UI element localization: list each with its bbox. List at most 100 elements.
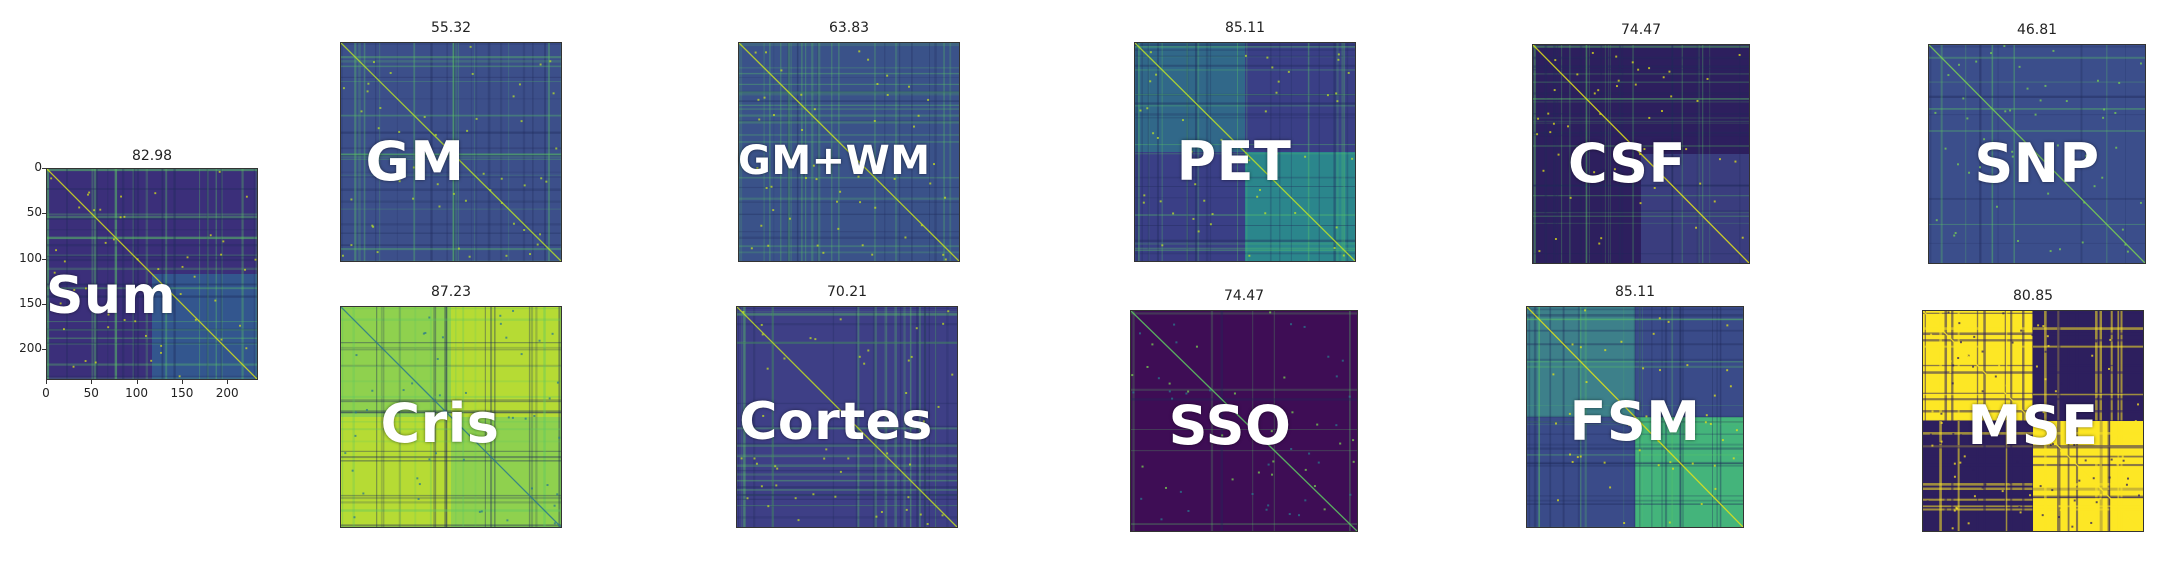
speckle	[552, 92, 555, 95]
streak-row	[739, 176, 959, 179]
speckle	[1659, 369, 1661, 372]
streak-row	[1533, 134, 1749, 137]
streak-row	[1135, 239, 1355, 242]
streak-col	[1533, 307, 1537, 527]
speckle	[1553, 89, 1556, 92]
streak-col	[923, 307, 927, 527]
speckle	[2096, 397, 2099, 400]
speckle	[1275, 91, 1278, 94]
speckle	[395, 438, 398, 441]
speckle	[2084, 459, 2087, 462]
speckle	[1579, 346, 1582, 349]
speckle	[1981, 350, 1984, 353]
speckle	[344, 452, 347, 455]
streak-row	[1929, 197, 2145, 200]
speckle	[553, 522, 556, 525]
speckle	[1542, 169, 1545, 172]
streak-col	[1148, 43, 1150, 261]
speckle	[2091, 354, 2094, 357]
speckle	[107, 313, 110, 316]
speckle	[1197, 230, 1200, 233]
speckle	[1714, 487, 1717, 490]
speckle	[1335, 226, 1338, 229]
speckle	[412, 166, 415, 169]
streak-col	[1197, 43, 1200, 261]
streak-row	[739, 231, 959, 233]
speckle	[2051, 489, 2054, 492]
speckle	[1233, 392, 1236, 395]
heatmap-title: FSM	[1569, 390, 1701, 453]
x-tick-mark	[91, 380, 93, 384]
streak-col	[1623, 307, 1625, 527]
streak-row	[1135, 252, 1355, 255]
speckle	[1593, 92, 1596, 95]
panel-cortes: 70.21 Cortes	[736, 284, 958, 534]
heatmap-gm	[340, 42, 562, 262]
speckle	[539, 63, 542, 66]
speckle	[1538, 250, 1541, 253]
streak-col	[1336, 43, 1339, 261]
speckle	[1738, 53, 1741, 56]
streak-row	[739, 236, 959, 240]
speckle	[1929, 433, 1932, 436]
streak-col	[1671, 307, 1674, 527]
speckle	[1211, 213, 1214, 216]
speckle	[1959, 341, 1962, 344]
streak-row	[47, 254, 257, 256]
streak-row	[739, 245, 959, 248]
speckle	[858, 50, 861, 53]
diagonal-line	[341, 43, 561, 261]
streak-col	[2106, 45, 2108, 263]
speckle	[933, 163, 935, 166]
streak-col	[215, 169, 218, 379]
streak-col	[560, 43, 561, 261]
streak-col	[95, 169, 98, 379]
speckle	[1317, 461, 1320, 464]
streak-col	[924, 307, 926, 527]
streak-col	[1569, 45, 1571, 263]
speckle	[1667, 320, 1670, 323]
speckle	[1671, 426, 1674, 429]
streak-row	[1135, 197, 1355, 199]
streak-row	[47, 258, 257, 262]
speckle	[839, 318, 842, 321]
streak-col	[1252, 311, 1254, 531]
streak-row	[737, 486, 957, 489]
streak-col	[1716, 307, 1719, 527]
streak-row	[739, 186, 959, 189]
speckle	[418, 483, 421, 486]
streak-row	[739, 91, 959, 94]
speckle	[416, 477, 419, 480]
speckle	[1576, 428, 1579, 431]
speckle	[372, 61, 375, 64]
streak-row	[739, 94, 959, 96]
streak-col	[739, 43, 741, 261]
speckle	[2139, 201, 2142, 204]
speckle	[1267, 504, 1270, 507]
speckle	[1956, 507, 1959, 510]
speckle	[2121, 455, 2124, 458]
streak-col	[1205, 43, 1209, 261]
speckle	[1294, 212, 1297, 214]
streak-col	[220, 169, 222, 379]
speckle	[1139, 109, 1142, 112]
speckle	[59, 302, 62, 305]
speckle	[512, 309, 515, 312]
streak-col	[1307, 43, 1310, 261]
speckle	[2003, 45, 2006, 48]
streak-col	[532, 43, 534, 261]
x-tick-mark	[181, 380, 183, 384]
streak-row	[1533, 98, 1749, 99]
streak-row	[739, 45, 959, 47]
speckle	[944, 258, 947, 261]
speckle	[471, 72, 474, 75]
speckle	[1979, 166, 1982, 169]
streak-col	[769, 43, 771, 261]
speckle	[478, 510, 481, 513]
streak-row	[341, 460, 561, 462]
speckle	[1638, 449, 1641, 452]
heatmap-mse	[1922, 310, 2144, 532]
speckle	[907, 496, 910, 499]
streak-row	[341, 98, 561, 100]
speckle	[2116, 463, 2119, 466]
